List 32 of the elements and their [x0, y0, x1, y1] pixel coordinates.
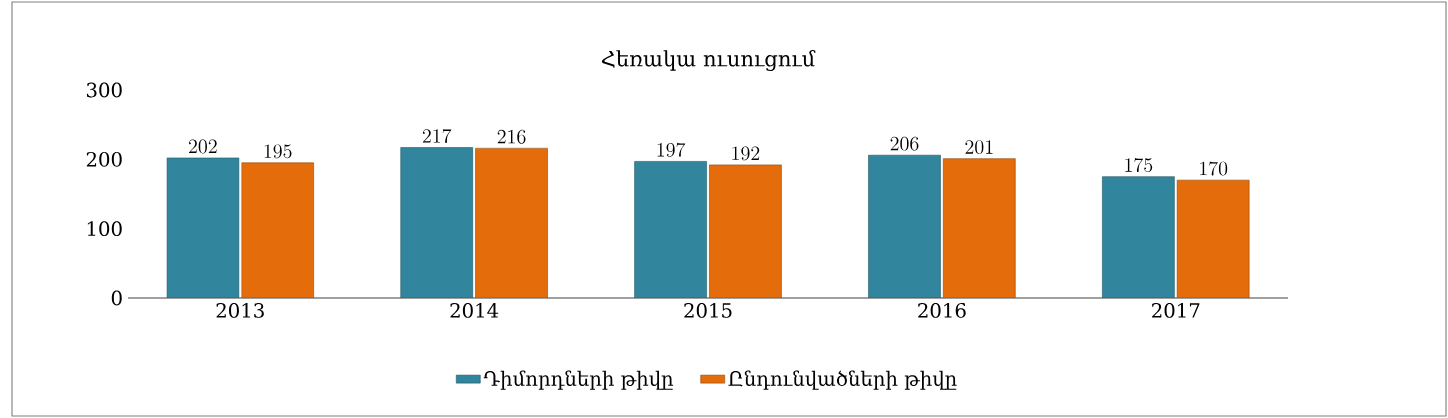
bar	[475, 147, 548, 298]
y-tick-label: 200	[86, 151, 122, 167]
data-label: 201	[965, 140, 993, 155]
data-label: 206	[890, 136, 919, 151]
legend-label: Ընդունվածների թիվը	[728, 370, 957, 390]
chart-title: Հեռակա ուսուցում	[601, 49, 816, 71]
y-tick-label: 300	[86, 82, 122, 98]
data-label: 217	[422, 128, 452, 143]
bar	[634, 161, 707, 298]
data-label: 192	[732, 146, 760, 161]
x-tick-label: 2017	[1152, 302, 1200, 318]
bar	[400, 147, 474, 298]
data-label: 195	[264, 144, 292, 159]
data-label: 216	[497, 129, 526, 144]
data-label: 175	[1125, 158, 1153, 173]
bar	[1102, 176, 1175, 298]
y-tick-label: 0	[111, 290, 122, 306]
y-tick-label: 100	[87, 221, 122, 237]
bar	[241, 162, 314, 298]
x-tick-label: 2016	[918, 302, 966, 318]
legend-label: Դիմորդների թիվը	[483, 370, 674, 390]
bar	[868, 154, 941, 298]
bar	[1176, 179, 1250, 298]
bar	[166, 157, 240, 298]
x-tick-label: 2014	[450, 302, 499, 318]
bar	[709, 164, 782, 298]
data-label: 197	[657, 142, 686, 157]
x-tick-label: 2013	[216, 302, 264, 318]
bar	[943, 158, 1016, 298]
x-tick-label: 2015	[684, 302, 732, 318]
data-label: 170	[1200, 161, 1228, 176]
data-label: 202	[188, 139, 217, 154]
